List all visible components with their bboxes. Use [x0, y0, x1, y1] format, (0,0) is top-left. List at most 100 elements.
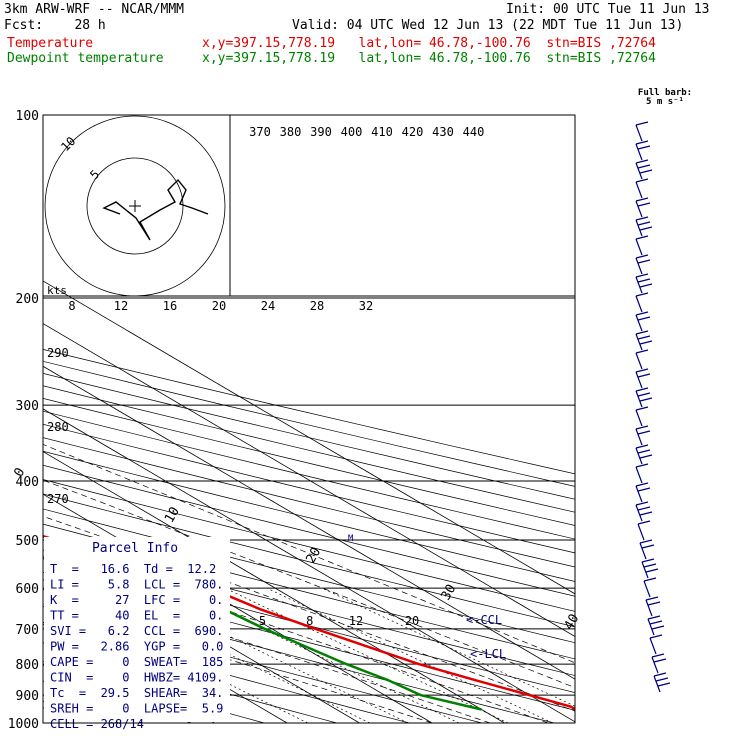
sounding-marker-1: <-LCL [470, 647, 506, 661]
hodograph-axis-label-400: 400 [341, 125, 363, 139]
wind-barb-16 [635, 425, 651, 446]
wind-barb-flag-19-1 [637, 487, 651, 492]
wind-barb-flag-26-1 [649, 620, 663, 625]
wind-barb-staff-17 [635, 447, 643, 465]
parcel-info-row-8: Tc = 29.5 SHEAR= 34. [50, 686, 223, 700]
hodograph-axis-label-410: 410 [371, 125, 393, 139]
sounding-marker-0: <-CCL [466, 613, 502, 627]
pressure-label-500: 500 [16, 534, 39, 549]
wind-barb-flag-2-0 [635, 159, 649, 164]
wind-barb-flag-22-0 [639, 539, 653, 544]
wind-barb-14 [635, 387, 653, 408]
wind-barb-flag-4-1 [637, 202, 651, 207]
isotherm-label-12: 40 [562, 612, 583, 633]
wind-barb-flag-7-1 [637, 259, 651, 264]
mixing-ratio-label-5: 20 [405, 614, 419, 628]
theta-e-tick-16: 16 [163, 299, 177, 313]
wind-barb-flag-11-2 [639, 340, 653, 345]
wind-barb-staff-24 [643, 580, 651, 598]
isotherm-label-9: 10 [162, 505, 183, 526]
wind-barb-flag-28-0 [651, 653, 665, 658]
mixing-ratio-12 [266, 587, 553, 723]
wind-barb-flag-5-0 [635, 216, 649, 221]
wind-barb-0 [635, 121, 649, 142]
wind-barb-flag-24-0 [643, 577, 657, 582]
wind-barb-18 [635, 463, 649, 484]
moist-adiabat-32 [43, 479, 575, 688]
wind-barb-staff-23 [641, 561, 649, 579]
wind-barb-flag-19-0 [635, 482, 649, 487]
pressure-label-700: 700 [16, 623, 39, 638]
wind-barb-staff-19 [635, 485, 643, 503]
hodograph: 5 10 370 380 390 400 410 420 430 440 [43, 115, 575, 297]
parcel-info-row-3: TT = 40 EL = 0. [50, 609, 223, 623]
init-time: Init: 00 UTC Tue 11 Jun 13 [506, 2, 710, 17]
speed-ring-label-inner: 5 [87, 167, 102, 182]
wind-barb-flag-8-2 [639, 283, 653, 288]
isotherm-20 [43, 408, 575, 723]
parcel-info-row-6: CAPE = 0 SWEAT= 185 [50, 655, 223, 669]
wind-barb-flag-1-0 [635, 140, 649, 145]
forecast-hour: Fcst: 28 h [4, 18, 106, 33]
wind-barb-staff-21 [637, 523, 645, 541]
wind-barb-flag-17-1 [637, 449, 651, 454]
wind-barb-flag-20-2 [639, 511, 653, 516]
temperature-trace [43, 534, 575, 711]
pressure-label-900: 900 [16, 689, 39, 704]
wind-barb-flag-20-1 [637, 506, 651, 511]
hodograph-axis-label-390: 390 [310, 125, 332, 139]
wind-barb-19 [635, 482, 651, 503]
wind-barb-staff-22 [639, 542, 647, 560]
mixing-ratio-5 [178, 587, 460, 723]
wind-barb-flag-13-1 [637, 373, 651, 378]
wind-barb-7 [635, 254, 651, 275]
wind-barb-flag-20-0 [635, 501, 649, 506]
wind-barb-9 [635, 292, 649, 313]
wind-barb-11 [635, 330, 653, 351]
pressure-label-100: 100 [16, 109, 39, 124]
theta-e-tick-28: 28 [310, 299, 324, 313]
dewpoint-location-info: x,y=397.15,778.19 lat,lon= 46.78,-100.76… [202, 51, 656, 66]
wind-barb-flag-10-0 [635, 311, 649, 316]
dry-adiabat-270 [43, 623, 410, 723]
wind-barb-staff-12 [635, 352, 643, 370]
wind-barb-flag-29-1 [655, 677, 669, 682]
pressure-label-600: 600 [16, 582, 39, 597]
wind-barb-staff-26 [647, 618, 655, 636]
theta-label-280: 280 [47, 420, 69, 434]
wind-barb-staff-5 [635, 219, 643, 237]
theta-label-270: 270 [47, 492, 69, 506]
wind-barb-staff-14 [635, 390, 643, 408]
wind-barb-27 [649, 634, 663, 655]
dry-adiabat-380 [43, 450, 575, 582]
wind-barb-staff-20 [635, 504, 643, 522]
theta-e-tick-32: 32 [359, 299, 373, 313]
moist-adiabat-24 [43, 515, 575, 712]
wind-barb-flag-14-1 [637, 392, 651, 397]
wind-barb-flag-5-2 [639, 226, 653, 231]
wind-barb-flag-29-2 [657, 682, 671, 687]
wind-barb-flag-14-2 [639, 397, 653, 402]
parcel-info-row-7: CIN = 0 HWBZ= 4109. [50, 671, 223, 685]
pressure-label-800: 800 [16, 658, 39, 673]
wind-barb-flag-10-1 [637, 316, 651, 321]
wind-barb-flag-7-0 [635, 254, 649, 259]
wind-barb-staff-28 [651, 656, 659, 674]
speed-ring-outer [44, 115, 226, 297]
theta-e-tick-12: 12 [114, 299, 128, 313]
valid-time: Valid: 04 UTC Wed 12 Jun 13 (22 MDT Tue … [292, 18, 684, 33]
dry-adiabat-390 [43, 437, 575, 568]
wind-barb-staff-4 [635, 200, 643, 218]
wind-barb-10 [635, 311, 651, 332]
wind-barb-flag-22-1 [641, 544, 655, 549]
wind-barb-5 [635, 216, 653, 237]
wind-barb-staff-10 [635, 314, 643, 332]
dry-adiabat-340 [43, 508, 575, 644]
moist-adiabat-40 [43, 444, 575, 664]
parcel-info-box: Parcel Info T = 16.6 Td = 12.2 LI = 5.8 LC… [44, 537, 230, 731]
wind-barb-28 [651, 653, 667, 674]
hodograph-trace [102, 178, 209, 241]
hodograph-axis-label-380: 380 [280, 125, 302, 139]
parcel-info-title: Parcel Info [92, 541, 178, 556]
wind-barb-3 [635, 178, 649, 199]
